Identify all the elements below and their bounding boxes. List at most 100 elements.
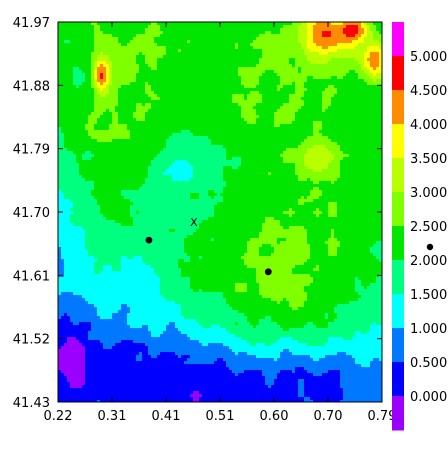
contour-cell [82, 226, 199, 229]
contour-cell [247, 283, 259, 286]
contour-cell [358, 292, 382, 295]
contour-cell [238, 310, 334, 313]
contour-cell [313, 400, 340, 402]
contour-cell [73, 322, 79, 325]
contour-cell [274, 358, 277, 361]
contour-cell [64, 193, 91, 196]
contour-cell [214, 238, 250, 241]
contour-cell [295, 112, 382, 115]
contour-cell [73, 73, 85, 76]
contour-cell [211, 142, 301, 145]
contour-cell [175, 352, 235, 355]
contour-cell [322, 211, 328, 214]
contour-cell [274, 379, 298, 382]
contour-cell [322, 109, 325, 112]
contour-cell [289, 349, 382, 352]
contour-cell [88, 334, 151, 337]
contour-cell [376, 241, 382, 244]
contour-cell [340, 148, 382, 151]
contour-cell [103, 88, 109, 91]
contour-cell [316, 214, 319, 217]
contour-cell [247, 247, 259, 250]
contour-cell [304, 160, 331, 163]
contour-cell [358, 25, 361, 28]
contour-cell [61, 127, 85, 130]
contour-cell [94, 268, 103, 271]
contour-cell [58, 169, 79, 172]
contour-cell [304, 226, 382, 229]
contour-cell [148, 175, 172, 178]
contour-cell [145, 28, 160, 31]
contour-cell [88, 133, 130, 136]
contour-cell [277, 358, 313, 361]
contour-cell [328, 244, 340, 247]
contour-cell [121, 259, 142, 262]
contour-cell [379, 40, 382, 43]
contour-cell [85, 79, 91, 82]
contour-cell [265, 70, 274, 73]
contour-cell [367, 331, 382, 334]
contour-cell [91, 67, 94, 70]
contour-cell [58, 322, 73, 325]
contour-cell [58, 235, 85, 238]
contour-cell [100, 340, 121, 343]
contour-cell [373, 22, 382, 25]
contour-cell [274, 115, 295, 118]
contour-cell [112, 139, 166, 142]
contour-cell [85, 247, 184, 250]
contour-cell [247, 265, 295, 268]
contour-cell [100, 25, 148, 28]
contour-cell [91, 55, 97, 58]
contour-cell [355, 289, 382, 292]
contour-cell [328, 61, 358, 64]
colorbar-dot [426, 243, 434, 251]
contour-cell [199, 340, 247, 343]
contour-cell [313, 127, 322, 130]
contour-cell [307, 58, 331, 61]
contour-cell [151, 355, 157, 358]
contour-cell [58, 133, 64, 136]
contour-cell [265, 382, 274, 385]
contour-cell [331, 160, 340, 163]
contour-cell [355, 58, 364, 61]
contour-cell [367, 58, 379, 61]
contour-cell [310, 355, 325, 358]
contour-cell [94, 25, 100, 28]
contour-cell [241, 112, 256, 115]
contour-cell [298, 388, 304, 391]
contour-cell [85, 229, 169, 232]
contour-cell [319, 208, 328, 211]
contour-cell [79, 169, 148, 172]
contour-cell [370, 70, 382, 73]
contour-cell [301, 97, 322, 100]
contour-cell [334, 181, 382, 184]
contour-cell [307, 241, 325, 244]
contour-cell [106, 73, 109, 76]
contour-cell [94, 187, 139, 190]
contour-cell [178, 259, 184, 262]
contour-cell [148, 169, 166, 172]
contour-cell [139, 352, 142, 355]
contour-cell [247, 250, 259, 253]
contour-cell [295, 85, 304, 88]
contour-cell [307, 229, 331, 232]
contour-cell [325, 316, 328, 319]
contour-cell [367, 28, 370, 31]
contour-cell [331, 22, 343, 25]
contour-cell [136, 358, 142, 361]
contour-cell [220, 325, 253, 328]
contour-cell [193, 397, 199, 400]
contour-cell [100, 115, 112, 118]
contour-cell [136, 109, 148, 112]
contour-cell [94, 40, 118, 43]
contour-cell [274, 70, 298, 73]
contour-cell [94, 49, 166, 52]
contour-cell [376, 67, 382, 70]
contour-cell [199, 400, 304, 402]
y-tick-label: 41.52 [13, 333, 50, 348]
contour-cell [166, 142, 211, 145]
contour-cell [331, 232, 334, 235]
contour-cell [58, 184, 94, 187]
contour-cell [250, 322, 259, 325]
contour-cell [94, 34, 112, 37]
